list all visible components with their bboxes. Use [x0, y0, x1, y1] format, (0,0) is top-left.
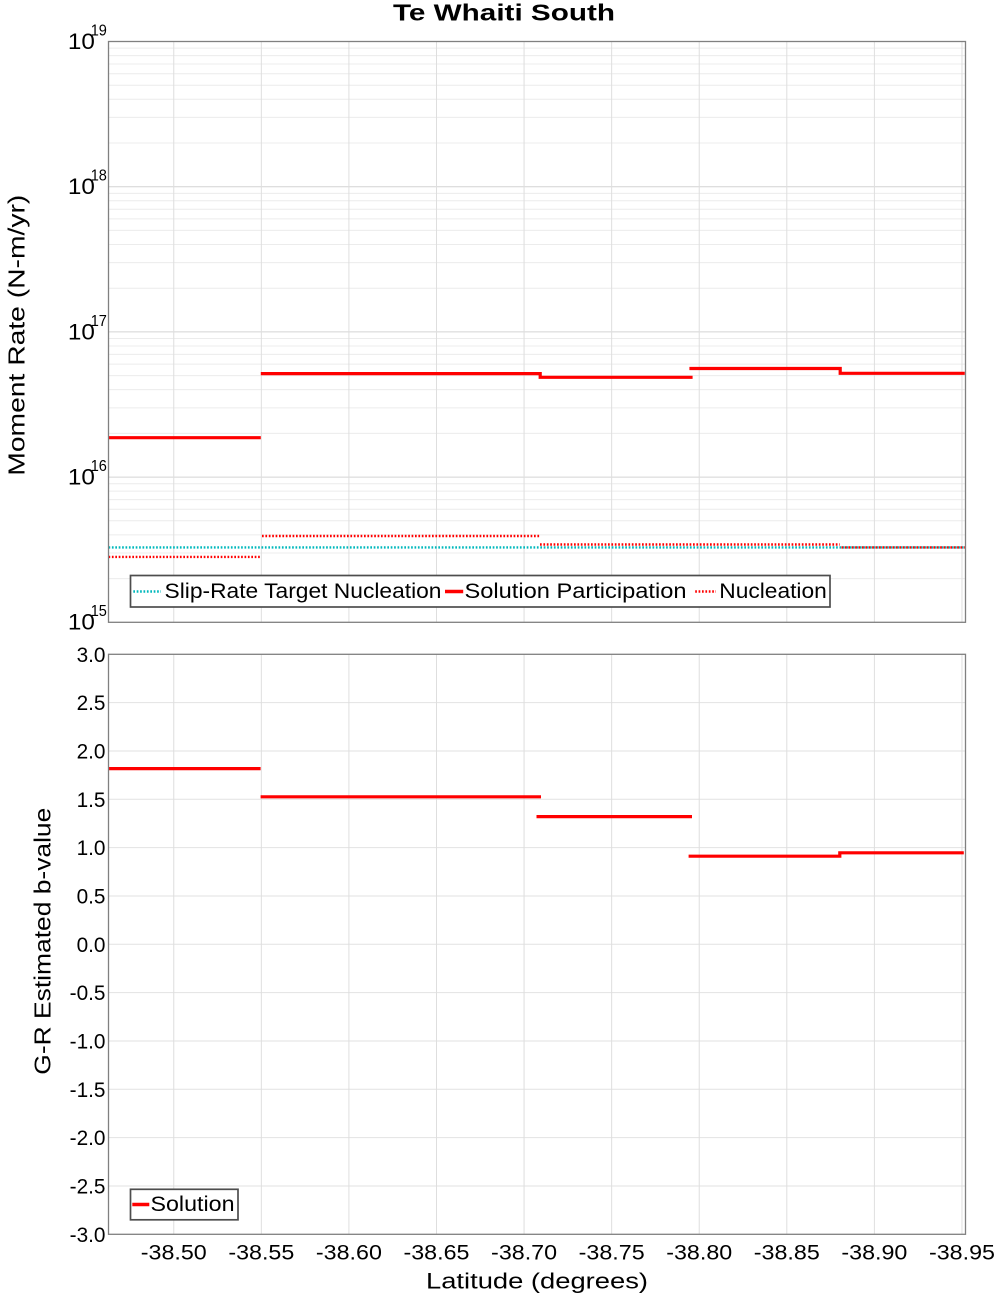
svg-text:3.0: 3.0 — [77, 644, 106, 667]
svg-text:-38.50: -38.50 — [141, 1242, 207, 1265]
svg-text:2.0: 2.0 — [77, 741, 106, 764]
svg-text:-38.95: -38.95 — [929, 1242, 995, 1265]
svg-text:1.5: 1.5 — [77, 789, 106, 812]
svg-text:-38.80: -38.80 — [666, 1242, 732, 1265]
svg-text:1.0: 1.0 — [77, 837, 106, 860]
svg-text:-38.60: -38.60 — [316, 1242, 382, 1265]
svg-text:-38.70: -38.70 — [491, 1242, 557, 1265]
svg-text:18: 18 — [91, 168, 107, 185]
svg-text:10: 10 — [68, 319, 95, 344]
svg-text:-38.90: -38.90 — [841, 1242, 907, 1265]
svg-text:0.0: 0.0 — [77, 934, 106, 957]
svg-text:Solution: Solution — [151, 1193, 235, 1216]
svg-text:19: 19 — [91, 22, 107, 39]
svg-text:0.5: 0.5 — [77, 886, 106, 909]
svg-text:Te Whaiti South: Te Whaiti South — [393, 0, 615, 26]
svg-text:Solution Participation: Solution Participation — [465, 580, 687, 603]
svg-text:-38.75: -38.75 — [579, 1242, 645, 1265]
svg-text:15: 15 — [91, 603, 107, 620]
svg-text:Nucleation: Nucleation — [719, 580, 827, 603]
svg-text:Slip-Rate Target Nucleation: Slip-Rate Target Nucleation — [165, 580, 442, 603]
svg-text:G-R Estimated b-value: G-R Estimated b-value — [30, 808, 56, 1075]
svg-text:-3.0: -3.0 — [70, 1224, 106, 1247]
svg-text:-2.5: -2.5 — [70, 1176, 106, 1199]
svg-text:Moment Rate (N-m/yr): Moment Rate (N-m/yr) — [4, 195, 30, 476]
svg-text:17: 17 — [91, 313, 107, 330]
svg-text:-38.85: -38.85 — [754, 1242, 820, 1265]
svg-text:10: 10 — [68, 465, 95, 490]
svg-text:-38.55: -38.55 — [228, 1242, 294, 1265]
svg-text:10: 10 — [68, 610, 95, 635]
svg-text:10: 10 — [68, 174, 95, 199]
svg-text:-2.0: -2.0 — [70, 1127, 106, 1150]
svg-text:10: 10 — [68, 29, 95, 54]
svg-text:2.5: 2.5 — [77, 692, 106, 715]
svg-text:Latitude (degrees): Latitude (degrees) — [426, 1269, 648, 1294]
svg-text:-0.5: -0.5 — [70, 982, 106, 1005]
svg-text:16: 16 — [91, 458, 107, 475]
svg-text:-1.0: -1.0 — [70, 1031, 106, 1054]
svg-text:-1.5: -1.5 — [70, 1079, 106, 1102]
svg-text:-38.65: -38.65 — [403, 1242, 469, 1265]
